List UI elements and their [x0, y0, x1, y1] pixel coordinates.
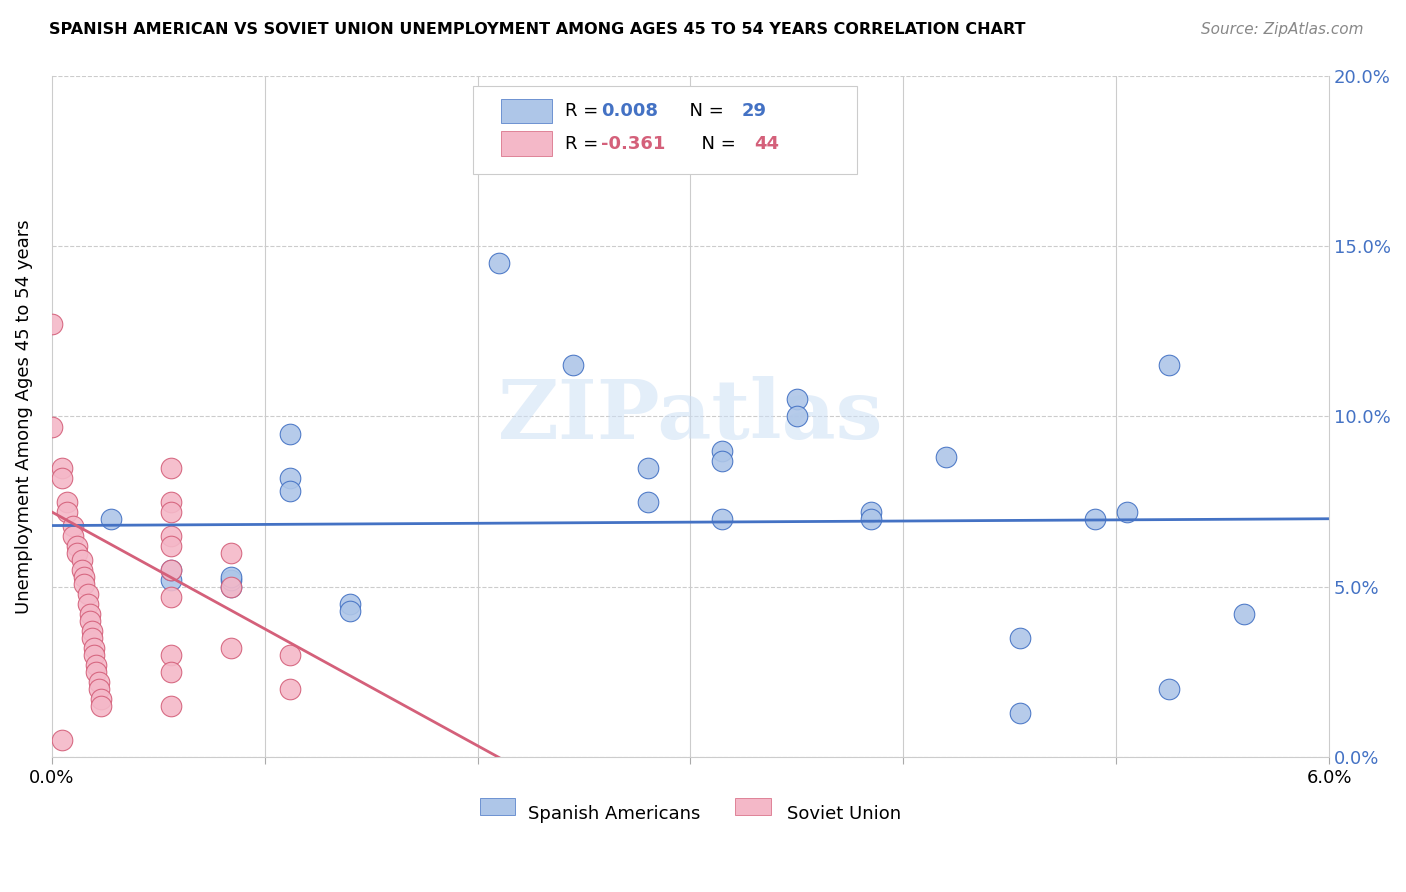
Point — [82, 624, 104, 639]
Text: N =: N = — [690, 135, 742, 153]
Point — [219, 573, 242, 587]
Point — [278, 426, 301, 441]
Text: -0.361: -0.361 — [600, 135, 665, 153]
FancyBboxPatch shape — [502, 131, 553, 156]
Point — [786, 392, 808, 407]
Y-axis label: Unemployment Among Ages 45 to 54 years: Unemployment Among Ages 45 to 54 years — [15, 219, 32, 614]
Point — [160, 563, 183, 577]
Point — [219, 580, 242, 594]
Point — [160, 648, 183, 662]
Point — [1084, 512, 1107, 526]
Point — [160, 563, 183, 577]
Point — [339, 597, 361, 611]
Text: Spanish Americans: Spanish Americans — [527, 805, 700, 823]
Point — [70, 563, 93, 577]
Point — [1115, 505, 1137, 519]
Point — [488, 256, 510, 270]
Point — [90, 699, 112, 714]
Point — [860, 505, 883, 519]
Point — [278, 648, 301, 662]
Point — [711, 454, 734, 468]
Point — [70, 552, 93, 566]
Point — [90, 692, 112, 706]
Point — [100, 512, 122, 526]
Point — [339, 604, 361, 618]
Point — [87, 682, 110, 697]
FancyBboxPatch shape — [735, 797, 770, 815]
FancyBboxPatch shape — [474, 86, 856, 175]
Point — [41, 318, 63, 332]
Text: N =: N = — [678, 102, 730, 120]
Point — [860, 512, 883, 526]
FancyBboxPatch shape — [479, 797, 516, 815]
Point — [86, 665, 108, 680]
Point — [219, 570, 242, 584]
Text: R =: R = — [565, 102, 605, 120]
Point — [1010, 631, 1032, 645]
Text: 0.008: 0.008 — [600, 102, 658, 120]
Point — [160, 505, 183, 519]
Point — [278, 682, 301, 697]
Point — [711, 512, 734, 526]
Point — [73, 576, 96, 591]
Point — [160, 539, 183, 553]
Point — [160, 699, 183, 714]
Point — [62, 529, 84, 543]
Point — [637, 460, 659, 475]
Text: R =: R = — [565, 135, 605, 153]
Point — [41, 419, 63, 434]
Text: SPANISH AMERICAN VS SOVIET UNION UNEMPLOYMENT AMONG AGES 45 TO 54 YEARS CORRELAT: SPANISH AMERICAN VS SOVIET UNION UNEMPLO… — [49, 22, 1026, 37]
Point — [79, 614, 101, 628]
Text: ZIPatlas: ZIPatlas — [498, 376, 883, 457]
Point — [278, 471, 301, 485]
Point — [160, 590, 183, 604]
Point — [160, 494, 183, 508]
Point — [562, 359, 585, 373]
Point — [87, 675, 110, 690]
Text: 29: 29 — [741, 102, 766, 120]
Point — [83, 641, 105, 656]
Point — [637, 494, 659, 508]
Point — [66, 539, 89, 553]
Point — [51, 733, 73, 747]
Point — [935, 450, 957, 465]
Point — [160, 529, 183, 543]
Point — [160, 665, 183, 680]
Point — [55, 494, 77, 508]
Point — [1159, 682, 1181, 697]
Point — [77, 587, 100, 601]
Text: 44: 44 — [754, 135, 779, 153]
Point — [73, 570, 96, 584]
Point — [786, 409, 808, 424]
Point — [51, 460, 73, 475]
Point — [83, 648, 105, 662]
FancyBboxPatch shape — [502, 99, 553, 123]
Point — [219, 546, 242, 560]
Point — [77, 597, 100, 611]
Point — [219, 580, 242, 594]
Point — [51, 471, 73, 485]
Point — [79, 607, 101, 622]
Point — [160, 573, 183, 587]
Text: Soviet Union: Soviet Union — [787, 805, 901, 823]
Point — [62, 518, 84, 533]
Point — [219, 641, 242, 656]
Point — [278, 484, 301, 499]
Point — [55, 505, 77, 519]
Text: Source: ZipAtlas.com: Source: ZipAtlas.com — [1201, 22, 1364, 37]
Point — [1159, 359, 1181, 373]
Point — [66, 546, 89, 560]
Point — [160, 460, 183, 475]
Point — [711, 443, 734, 458]
Point — [82, 631, 104, 645]
Point — [1010, 706, 1032, 720]
Point — [1233, 607, 1256, 622]
Point — [86, 658, 108, 673]
